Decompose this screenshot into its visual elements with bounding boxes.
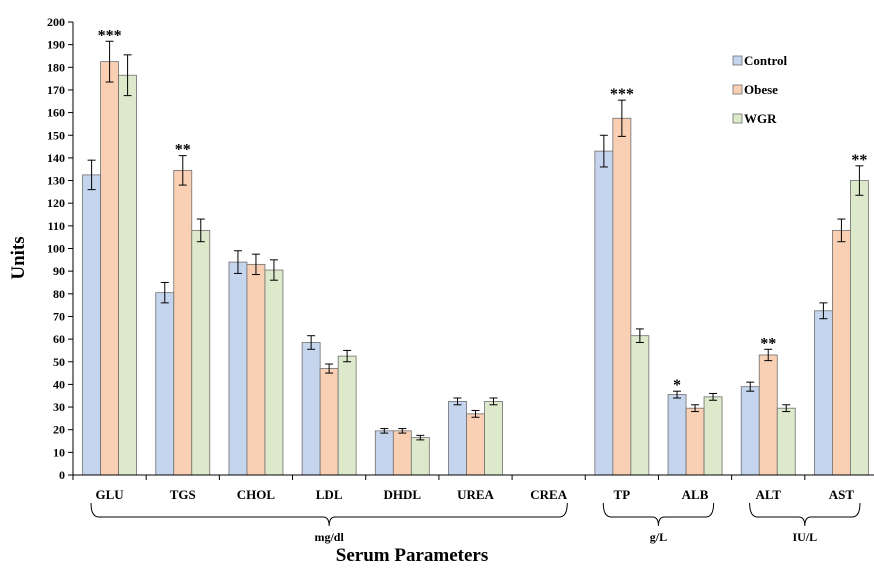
y-tick-label: 40 (53, 377, 65, 391)
bar (246, 263, 266, 476)
unit-label: IU/L (792, 530, 817, 544)
x-tick-label: LDL (316, 487, 343, 502)
y-tick-label: 60 (53, 332, 65, 346)
y-tick-label: 150 (47, 128, 65, 142)
y-axis: 0 10 20 30 40 50 60 70 80 90 100 110 120 130 140 150 160… (47, 15, 74, 482)
y-tick-label: 20 (53, 423, 65, 437)
bar (758, 354, 778, 476)
y-tick-label: 160 (47, 106, 65, 120)
bar (410, 437, 430, 476)
x-axis: GLU TGS CHOL LDL DHDL UREA CREA TP ALB ALT AST (72, 474, 874, 502)
significance-mark: ** (760, 335, 776, 352)
bar (100, 61, 119, 476)
bar (594, 150, 614, 476)
bar (740, 386, 760, 476)
bar (301, 342, 321, 476)
bar (118, 74, 137, 476)
unit-bracket (90, 502, 568, 527)
bar (832, 229, 851, 476)
bar (448, 400, 467, 476)
y-tick-label: 80 (53, 287, 65, 301)
y-tick-label: 200 (47, 15, 65, 29)
y-tick-label: 10 (53, 445, 65, 459)
unit-bracket (749, 502, 861, 527)
legend-label: Control (744, 53, 787, 68)
x-axis-title: Serum Parameters (336, 545, 488, 566)
legend-label: WGR (744, 111, 777, 126)
unit-brackets: mg/dl g/L IU/L (90, 502, 861, 544)
y-tick-label: 50 (53, 355, 65, 369)
bar (630, 335, 650, 476)
bar (612, 117, 632, 476)
y-tick-label: 100 (47, 242, 65, 256)
bar (667, 394, 687, 476)
legend-swatch (732, 55, 743, 66)
x-tick-label: ALB (682, 487, 709, 502)
bar (814, 310, 833, 476)
bar (466, 413, 485, 476)
bar-group (82, 61, 869, 476)
bar (82, 174, 101, 476)
significance-marks: ************* (98, 27, 868, 394)
x-tick-label: AST (829, 487, 855, 502)
bar (685, 407, 705, 476)
y-tick-label: 140 (47, 151, 65, 165)
x-tick-label: DHDL (384, 487, 422, 502)
bar (776, 407, 796, 476)
y-tick-label: 90 (53, 264, 65, 278)
legend-label: Obese (744, 82, 778, 97)
bar (337, 355, 357, 476)
significance-mark: *** (610, 86, 634, 103)
y-tick-label: 30 (53, 400, 65, 414)
y-tick-label: 190 (47, 38, 65, 52)
bar (374, 430, 394, 476)
bar (484, 400, 503, 476)
x-tick-label: ALT (755, 487, 781, 502)
bar (392, 430, 412, 476)
significance-mark: ** (175, 142, 191, 159)
legend: Control Obese WGR (732, 53, 787, 126)
y-tick-label: 110 (48, 219, 65, 233)
bar (228, 261, 248, 476)
y-tick-label: 130 (47, 174, 65, 188)
x-tick-label: TP (614, 487, 631, 502)
x-tick-label: UREA (457, 487, 494, 502)
bar (850, 180, 869, 476)
significance-mark: *** (98, 27, 122, 44)
legend-swatch (732, 84, 743, 95)
significance-mark: * (673, 377, 681, 394)
x-tick-label: CHOL (237, 487, 276, 502)
significance-mark: ** (851, 152, 867, 169)
x-tick-label: CREA (530, 487, 567, 502)
y-tick-label: 70 (53, 309, 65, 323)
y-tick-label: 170 (47, 83, 65, 97)
error-bars (87, 40, 864, 441)
y-tick-label: 180 (47, 60, 65, 74)
bar (319, 368, 339, 476)
x-tick-label: TGS (170, 487, 196, 502)
unit-bracket (602, 502, 715, 527)
bar (155, 292, 175, 476)
bar (703, 396, 723, 476)
bar (191, 229, 211, 476)
unit-label: g/L (650, 530, 667, 544)
legend-swatch (732, 113, 743, 124)
y-tick-label: 0 (59, 468, 65, 482)
y-axis-title: Units (8, 236, 29, 279)
unit-label: mg/dl (314, 530, 344, 544)
x-tick-label: GLU (96, 487, 125, 502)
bar (264, 269, 284, 476)
bar (173, 169, 193, 476)
y-tick-label: 120 (47, 196, 65, 210)
